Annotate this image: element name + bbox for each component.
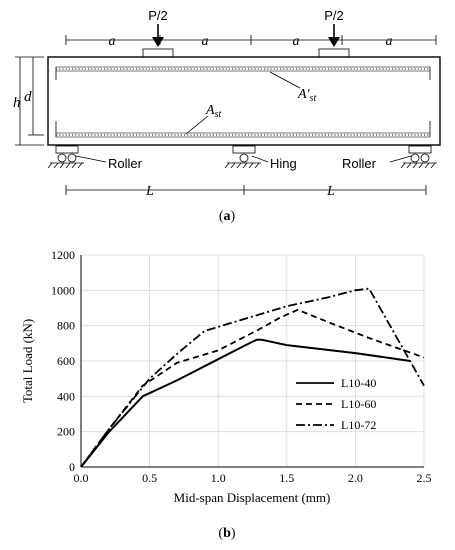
beam-diagram: a a a a P/2 P/2 [13,8,441,224]
roller-right-leader [389,155,412,163]
a-st-top-label: A'st [297,87,316,104]
legend-label: L10-60 [341,397,376,411]
beam-body [47,56,441,146]
tick-labels: 0.0 0.5 1.0 1.5 2.0 2.5 0 200 400 600 800 1000 1200 [51,248,432,485]
x-tick-label: 2.5 [417,471,432,485]
axes [80,255,424,468]
span-a-2: a [202,34,209,49]
y-tick-label: 600 [57,354,75,368]
span-L-left: L [145,184,154,199]
a-st-top-leader [269,71,301,89]
a-st-bottom-label: Ast [205,103,221,120]
load-plate-left [142,48,174,58]
bottom-reinforcement [55,121,431,138]
support-right-label: Roller [342,156,377,171]
support-mid-hinge-icon [224,145,261,169]
series-line-l10-60 [80,308,425,468]
legend-label: L10-40 [341,376,376,390]
caption-a: (a) [219,209,236,224]
y-tick-label: 0 [69,460,75,474]
span-dimension-top [65,35,437,45]
chart: 0.0 0.5 1.0 1.5 2.0 2.5020040060080010001200 … [20,248,432,541]
h-label: h [13,95,21,111]
h-dimension [15,56,44,146]
load-label-left: P/2 [148,8,168,23]
hinge-leader [251,155,269,163]
x-axis-label: Mid-span Displacement (mm) [174,490,331,505]
y-tick-label: 1200 [51,248,75,262]
roller-left-leader [75,155,107,163]
y-tick-label: 400 [57,389,75,403]
series-line-l10-72 [80,287,425,468]
legend-label: L10-72 [341,418,376,432]
y-tick-label: 800 [57,319,75,333]
span-a-1: a [109,34,116,49]
caption-b: (b) [218,526,235,541]
y-tick-label: 200 [57,425,75,439]
d-dimension [28,57,44,136]
span-a-4: a [386,34,393,49]
legend: L10-40 L10-60 L10-72 [296,376,376,432]
load-label-right: P/2 [324,8,344,23]
x-tick-label: 1.5 [279,471,294,485]
x-tick-label: 0.5 [142,471,157,485]
support-left-roller-icon [47,145,84,169]
load-plate-right [318,48,350,58]
x-tick-label: 2.0 [348,471,363,485]
span-a-3: a [293,34,300,49]
span-dimension-bottom [65,185,427,195]
load-arrow-right-icon [328,24,340,47]
top-reinforcement [55,66,431,80]
support-right-roller-icon [400,145,437,169]
load-arrow-left-icon [152,24,164,47]
series-lines [80,287,425,468]
support-mid-label: Hing [270,156,297,171]
y-axis-label: Total Load (kN) [20,319,35,403]
d-label: d [24,89,32,105]
x-tick-label: 0.0 [74,471,89,485]
span-L-right: L [326,184,335,199]
support-left-label: Roller [108,156,143,171]
series-line-l10-40 [80,338,411,468]
x-tick-label: 1.0 [211,471,226,485]
y-tick-label: 1000 [51,283,75,297]
a-st-bottom-leader [185,115,209,135]
